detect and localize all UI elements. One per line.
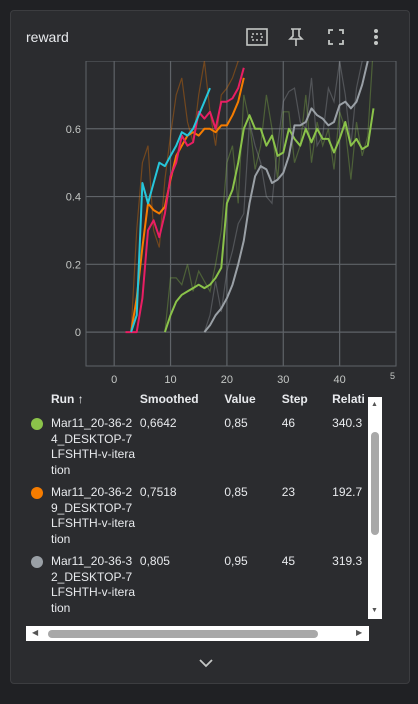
step-cell: 45 (281, 554, 296, 568)
table-row[interactable]: Mar11_20-36-32_DESKTOP-7LFSHTH-v-iterati… (15, 551, 372, 620)
relative-cell: 319.3 (332, 554, 363, 568)
raw-series-line (203, 61, 363, 333)
column-header-smoothed[interactable]: Smoothed (139, 392, 199, 406)
y-tick-label: 0.2 (66, 259, 81, 271)
scroll-left-arrow-icon[interactable]: ◀ (32, 628, 39, 637)
run-name: Mar11_20-36-29_DESKTOP-7LFSHTH-v-iterati… (51, 485, 136, 546)
series-line (163, 108, 375, 333)
run-name: Mar11_20-36-32_DESKTOP-7LFSHTH-v-iterati… (51, 554, 136, 615)
chevron-down-icon (199, 658, 213, 667)
x-tick-label: 5 (390, 371, 395, 381)
vertical-scrollbar[interactable]: ▲ ▼ (368, 397, 382, 619)
expand-button[interactable] (194, 651, 218, 675)
horizontal-scroll-thumb[interactable] (48, 630, 318, 638)
x-tick-label: 40 (334, 374, 346, 386)
scroll-right-arrow-icon[interactable]: ▶ (356, 628, 363, 637)
horizontal-scrollbar[interactable]: ◀ ▶ (26, 626, 369, 641)
series-line (125, 67, 245, 334)
reward-chart[interactable]: 0 10 20 30 40 500.20.40.6 (11, 61, 409, 401)
value-cell: 0,95 (224, 554, 248, 568)
series-line (203, 61, 369, 333)
relative-cell: 340.3 (332, 416, 363, 430)
y-tick-label: 0.6 (66, 124, 81, 136)
run-color-dot (31, 556, 43, 568)
column-header-run[interactable]: Run ↑ (51, 392, 84, 406)
more-options-button[interactable] (364, 25, 388, 49)
x-tick-label: 30 (277, 374, 289, 386)
x-tick-label: 20 (221, 374, 233, 386)
run-cell: Mar11_20-36-29_DESKTOP-7LFSHTH-v-iterati… (15, 482, 140, 551)
runs-table-panel: Run ↑ Smoothed Value Step Relati Mar11_2… (15, 385, 372, 630)
column-header-relative[interactable]: Relati (332, 392, 365, 406)
card-header: reward (11, 11, 409, 61)
smoothed-cell: 0,6642 (139, 416, 177, 430)
table-row[interactable]: Mar11_20-36-29_DESKTOP-7LFSHTH-v-iterati… (15, 482, 372, 551)
x-tick-label: 0 (111, 374, 117, 386)
runs-table: Run ↑ Smoothed Value Step Relati Mar11_2… (15, 385, 372, 620)
y-tick-label: 0 (75, 327, 81, 339)
value-cell: 0,85 (224, 416, 248, 430)
run-cell: Mar11_20-36-24_DESKTOP-7LFSHTH-v-iterati… (15, 413, 140, 482)
scroll-up-arrow-icon[interactable]: ▲ (371, 401, 378, 408)
y-tick-label: 0.4 (66, 192, 81, 204)
column-header-step[interactable]: Step (281, 392, 308, 406)
chart-area[interactable]: 0 10 20 30 40 5 0 0.2 0.4 0.6 (11, 61, 409, 401)
vertical-scroll-thumb[interactable] (371, 432, 379, 535)
table-header-row: Run ↑ Smoothed Value Step Relati (15, 385, 372, 413)
table-row[interactable]: Mar11_20-36-24_DESKTOP-7LFSHTH-v-iterati… (15, 413, 372, 482)
plot-frame (85, 61, 397, 367)
run-color-dot (31, 487, 43, 499)
step-cell: 23 (281, 485, 296, 499)
scrollbar-corner (369, 626, 382, 641)
scroll-down-arrow-icon[interactable]: ▼ (371, 607, 378, 614)
pin-button[interactable] (284, 25, 308, 49)
smoothed-cell: 0,7518 (139, 485, 177, 499)
more-vert-icon (374, 29, 378, 45)
run-cell: Mar11_20-36-32_DESKTOP-7LFSHTH-v-iterati… (15, 551, 140, 620)
column-header-value[interactable]: Value (224, 392, 256, 406)
x-tick-label: 10 (164, 374, 176, 386)
fullscreen-icon (328, 29, 344, 45)
fit-domain-button[interactable] (245, 25, 269, 49)
value-cell: 0,85 (224, 485, 248, 499)
step-cell: 46 (281, 416, 296, 430)
card-title: reward (26, 29, 69, 45)
fullscreen-button[interactable] (324, 25, 348, 49)
raw-series-line (130, 61, 239, 333)
smoothed-cell: 0,805 (139, 554, 170, 568)
series-line (130, 87, 211, 333)
relative-cell: 192.7 (332, 485, 363, 499)
run-name: Mar11_20-36-24_DESKTOP-7LFSHTH-v-iterati… (51, 416, 136, 477)
run-color-dot (31, 418, 43, 430)
pin-icon (288, 28, 304, 46)
fit-domain-icon (246, 28, 268, 46)
raw-series-line (164, 61, 374, 333)
